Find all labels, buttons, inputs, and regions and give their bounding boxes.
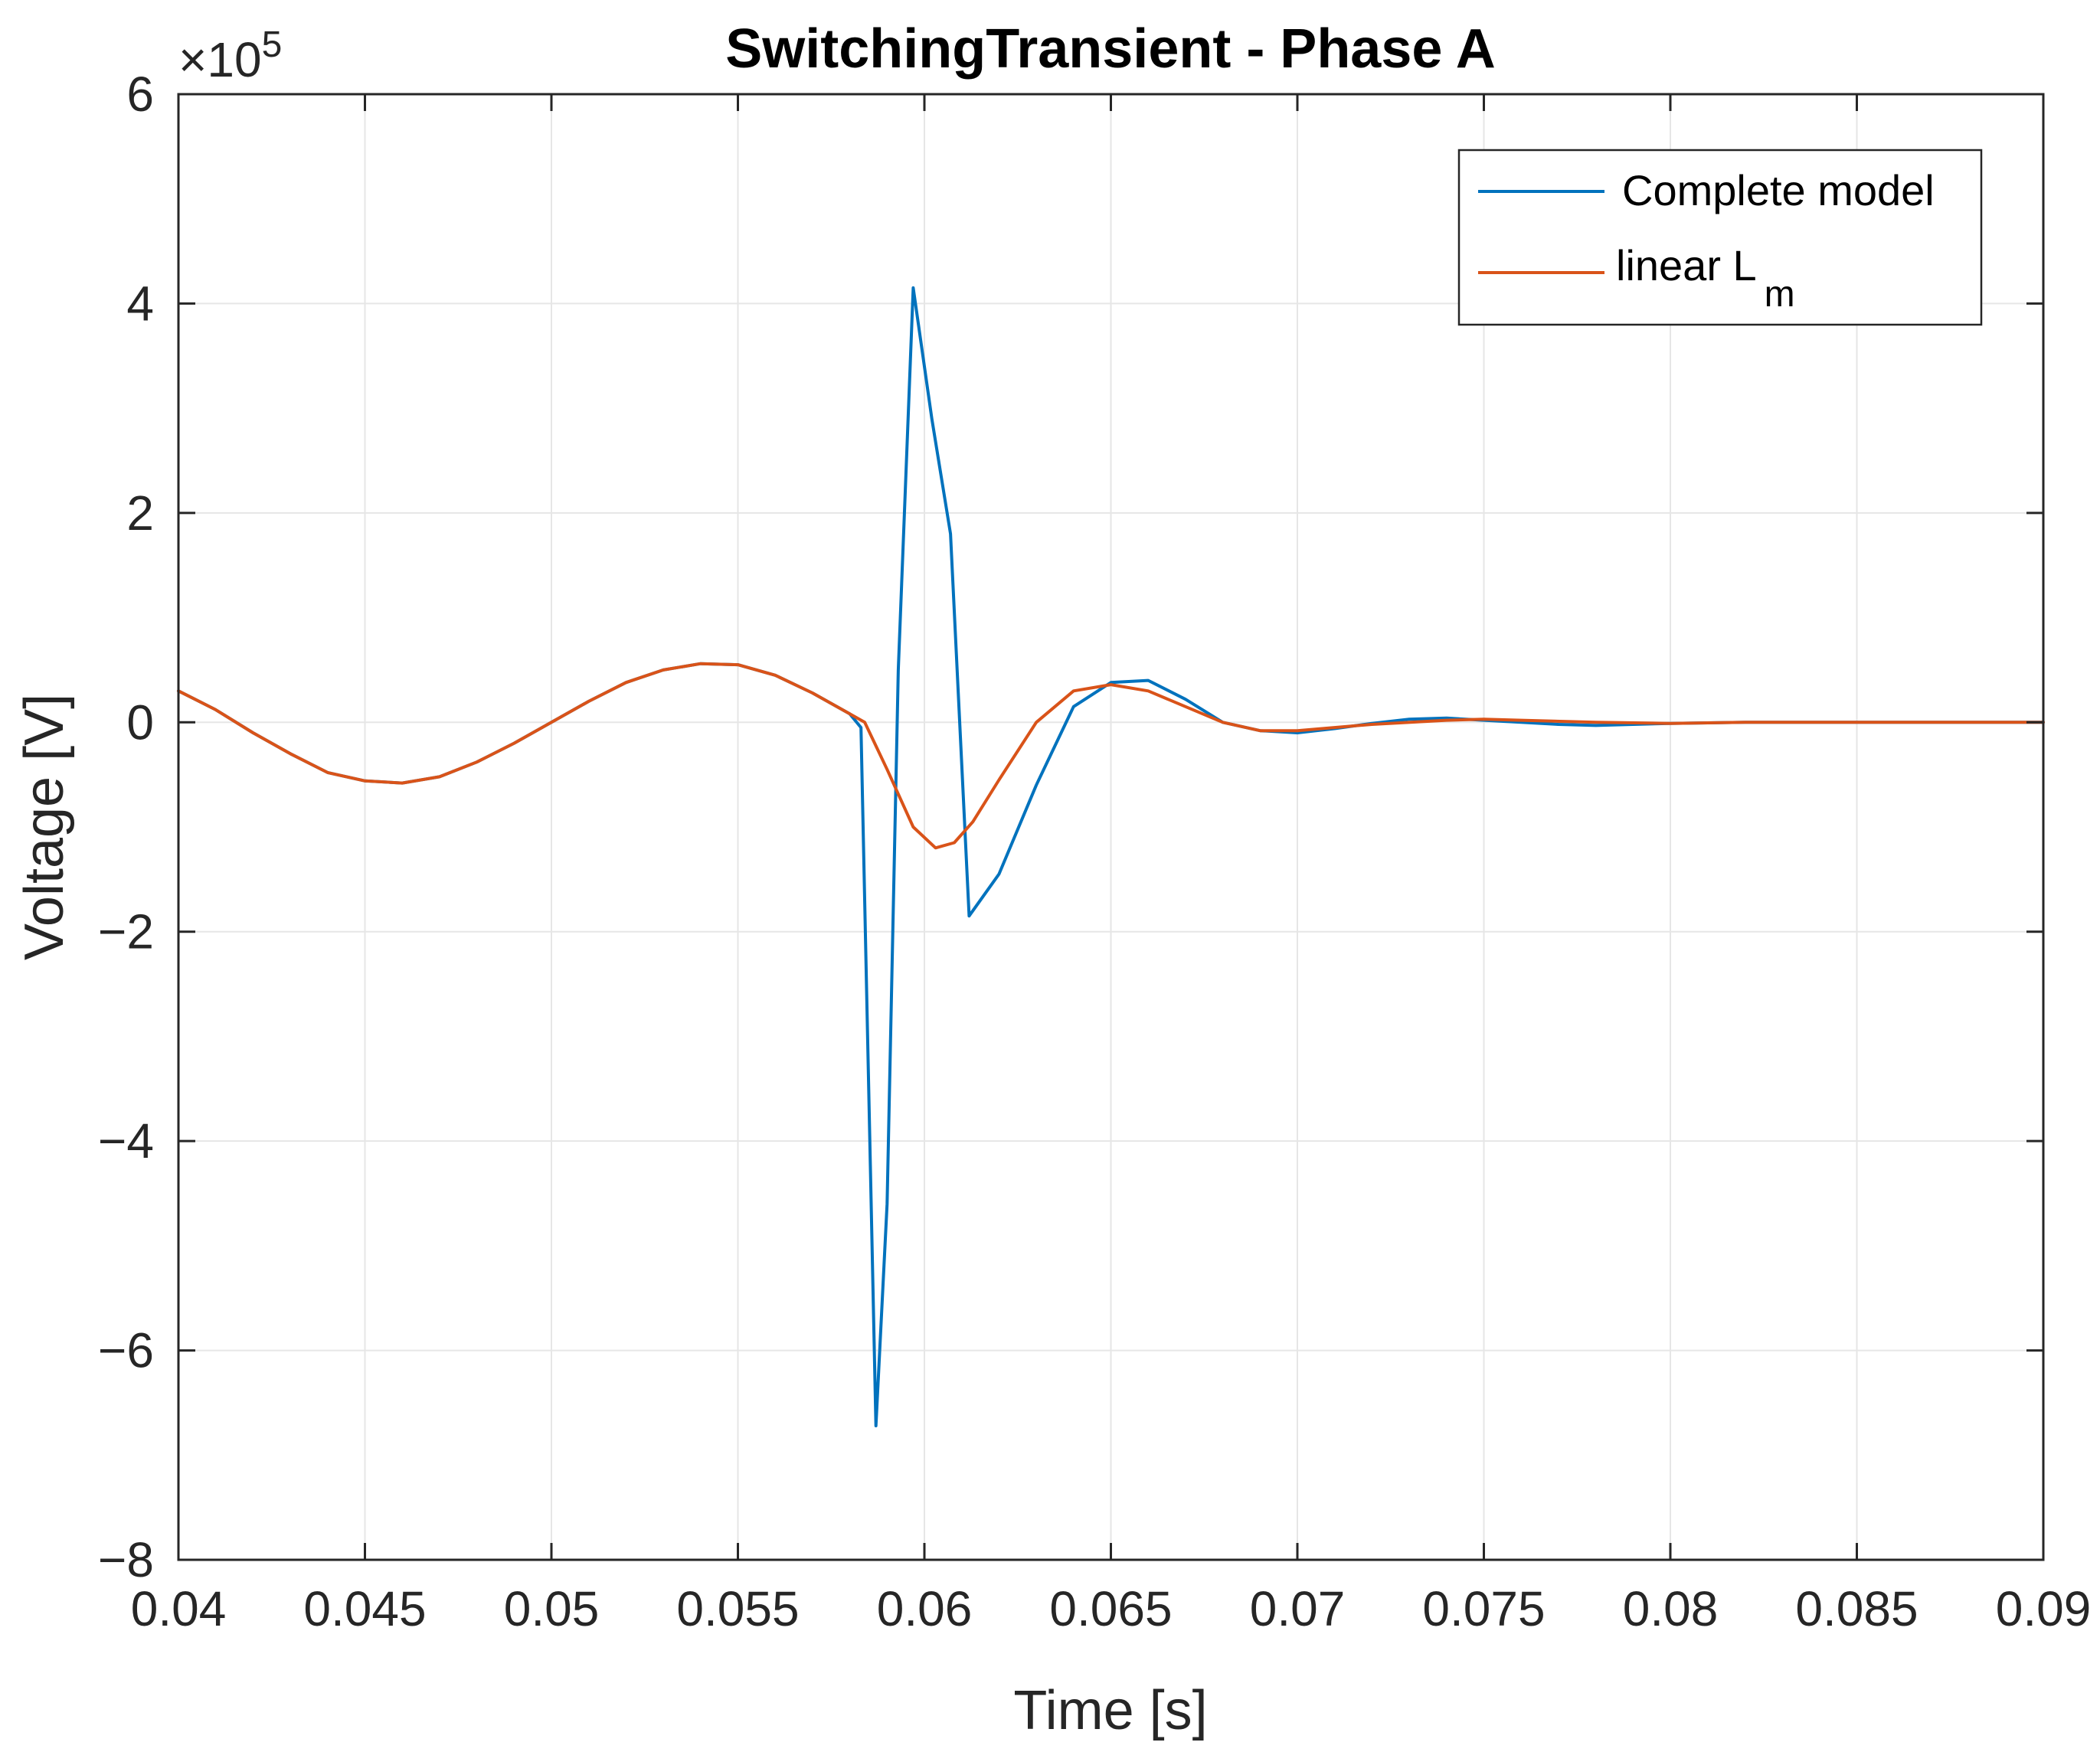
x-tick-label: 0.04 xyxy=(131,1581,227,1636)
legend-label-complete-model: Complete model xyxy=(1622,166,1935,214)
y-tick-label: −6 xyxy=(98,1323,154,1378)
x-tick-label: 0.06 xyxy=(877,1581,973,1636)
y-axis-label: Voltage [V] xyxy=(14,694,75,960)
legend-label-linear-lm-main: linear L xyxy=(1616,241,1757,289)
x-tick-label: 0.09 xyxy=(1996,1581,2092,1636)
x-tick-label: 0.07 xyxy=(1250,1581,1346,1636)
legend-box xyxy=(1457,149,1983,326)
y-tick-label: 6 xyxy=(126,67,154,122)
y-tick-label: −8 xyxy=(98,1532,154,1587)
y-exponent-label: ×105 xyxy=(178,25,282,87)
series-layer xyxy=(177,286,2045,1427)
ticks: 0.04 0.045 0.05 0.055 0.06 0.065 0.07 0.075 0.08… xyxy=(98,67,2091,1636)
y-tick-label: −4 xyxy=(98,1113,154,1169)
x-tick-label: 0.05 xyxy=(504,1581,600,1636)
y-tick-label: 4 xyxy=(126,276,154,331)
y-tick-label: −2 xyxy=(98,904,154,959)
series-line-linear-lm xyxy=(177,662,2045,850)
chart-title: SwitchingTransient - Phase A xyxy=(725,18,1496,80)
legend-label-linear-lm: linear Lm xyxy=(1616,241,1795,315)
x-tick-label: 0.075 xyxy=(1422,1581,1545,1636)
legend: Complete model linear Lm xyxy=(1457,149,1983,326)
x-tick-label: 0.045 xyxy=(303,1581,426,1636)
legend-label-linear-lm-subscript: m xyxy=(1765,274,1795,315)
y-exponent-power: 5 xyxy=(262,25,283,65)
x-tick-label: 0.08 xyxy=(1623,1581,1719,1636)
y-tick-label: 0 xyxy=(126,695,154,750)
y-exponent-base: ×10 xyxy=(178,32,262,87)
x-tick-label: 0.065 xyxy=(1049,1581,1172,1636)
x-tick-label: 0.055 xyxy=(676,1581,799,1636)
y-tick-label: 2 xyxy=(126,485,154,541)
x-tick-label: 0.085 xyxy=(1795,1581,1918,1636)
x-axis-label: Time [s] xyxy=(1013,1680,1207,1741)
